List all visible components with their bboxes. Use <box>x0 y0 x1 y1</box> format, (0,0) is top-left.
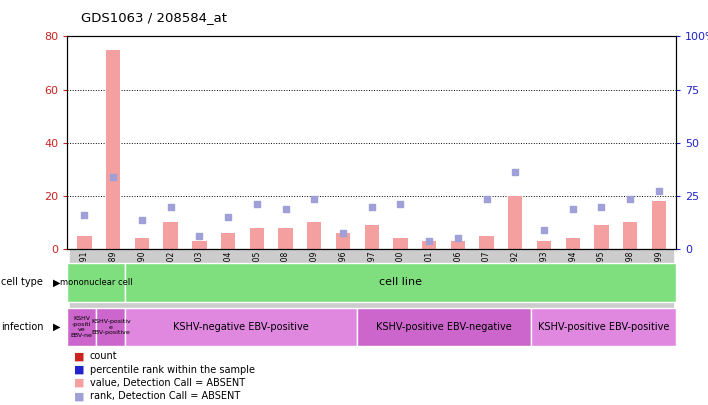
Point <box>79 211 90 218</box>
Bar <box>652 201 666 249</box>
Point <box>538 227 549 234</box>
Bar <box>530 249 559 324</box>
Bar <box>242 249 271 324</box>
Point <box>596 203 607 210</box>
Point <box>452 235 464 242</box>
Text: ■: ■ <box>74 365 85 375</box>
Bar <box>156 249 185 324</box>
Bar <box>307 222 321 249</box>
Bar <box>358 249 386 324</box>
Bar <box>443 249 472 324</box>
Text: KSHV-negative EBV-positive: KSHV-negative EBV-positive <box>173 322 309 332</box>
Bar <box>472 249 501 324</box>
Bar <box>393 239 408 249</box>
Bar <box>594 225 609 249</box>
Bar <box>537 241 552 249</box>
Text: KSHV-positive EBV-positive: KSHV-positive EBV-positive <box>538 322 669 332</box>
Bar <box>616 249 644 324</box>
Text: rank, Detection Call = ABSENT: rank, Detection Call = ABSENT <box>90 392 240 401</box>
Bar <box>77 236 91 249</box>
Text: value, Detection Call = ABSENT: value, Detection Call = ABSENT <box>90 378 245 388</box>
Bar <box>422 241 436 249</box>
Bar <box>644 249 673 324</box>
Point <box>481 195 492 202</box>
Point <box>136 217 147 223</box>
Bar <box>214 249 242 324</box>
Bar <box>329 249 358 324</box>
Text: ■: ■ <box>74 352 85 361</box>
Bar <box>221 233 235 249</box>
Point <box>194 232 205 239</box>
Point <box>222 214 234 220</box>
Bar <box>386 249 415 324</box>
Text: ■: ■ <box>74 378 85 388</box>
Text: mononuclear cell: mononuclear cell <box>60 278 132 287</box>
Point <box>251 200 263 207</box>
Bar <box>127 249 156 324</box>
Bar <box>358 308 531 346</box>
Bar <box>135 239 149 249</box>
Bar <box>508 196 523 249</box>
Point <box>366 203 377 210</box>
Bar <box>125 308 358 346</box>
Bar <box>365 225 379 249</box>
Bar <box>185 249 214 324</box>
Text: count: count <box>90 352 118 361</box>
Bar <box>566 239 580 249</box>
Bar <box>271 249 300 324</box>
Bar <box>99 249 127 324</box>
Bar <box>531 308 676 346</box>
Point <box>567 206 578 213</box>
Text: KSHV-positive EBV-negative: KSHV-positive EBV-negative <box>377 322 512 332</box>
Bar <box>70 249 99 324</box>
Point <box>653 188 665 194</box>
Text: infection: infection <box>1 322 43 332</box>
Point <box>423 238 435 244</box>
Bar <box>96 308 125 346</box>
Bar <box>192 241 207 249</box>
Point <box>395 200 406 207</box>
Text: GDS1063 / 208584_at: GDS1063 / 208584_at <box>81 11 227 24</box>
Point <box>165 203 176 210</box>
Text: ▶: ▶ <box>53 277 60 288</box>
Text: ▶: ▶ <box>53 322 60 332</box>
Text: cell type: cell type <box>1 277 42 288</box>
Text: percentile rank within the sample: percentile rank within the sample <box>90 365 255 375</box>
Text: ■: ■ <box>74 392 85 401</box>
Point <box>108 174 119 181</box>
Bar <box>415 249 443 324</box>
Bar <box>164 222 178 249</box>
Point <box>624 195 636 202</box>
Bar <box>336 233 350 249</box>
Bar <box>106 50 120 249</box>
Point <box>337 230 348 237</box>
Text: cell line: cell line <box>379 277 422 288</box>
Bar <box>278 228 292 249</box>
Point <box>280 206 291 213</box>
Text: KSHV
-positi
ve
EBV-ne: KSHV -positi ve EBV-ne <box>71 316 93 338</box>
Bar <box>623 222 637 249</box>
Bar <box>451 241 465 249</box>
Bar <box>250 228 264 249</box>
Text: KSHV-positiv
e
EBV-positive: KSHV-positiv e EBV-positive <box>91 319 131 335</box>
Bar <box>479 236 493 249</box>
Point <box>309 195 320 202</box>
Bar <box>300 249 329 324</box>
Bar <box>67 263 125 302</box>
Point <box>510 169 521 175</box>
Bar <box>587 249 616 324</box>
Bar <box>559 249 587 324</box>
Bar <box>501 249 530 324</box>
Bar <box>67 308 96 346</box>
